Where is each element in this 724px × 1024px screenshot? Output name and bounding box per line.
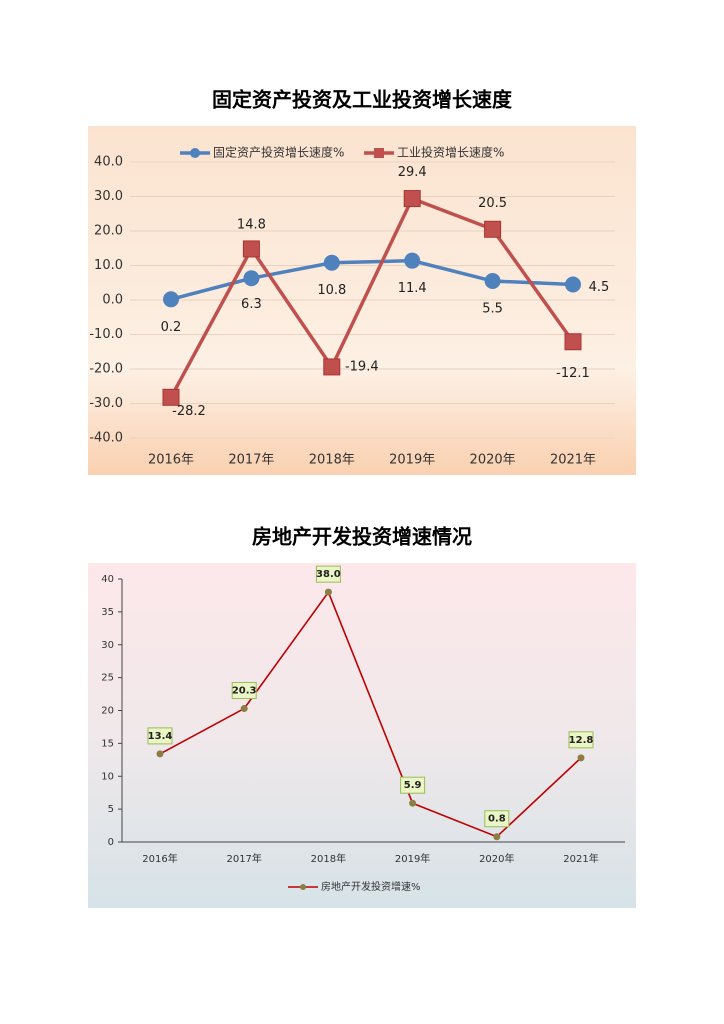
- y-tick-label: 20: [101, 706, 114, 717]
- x-tick-label: 2021年: [550, 453, 596, 468]
- marker: [242, 240, 260, 258]
- data-label-box: [568, 731, 594, 749]
- y-tick-label: -10.0: [89, 327, 123, 342]
- data-label: 4.5: [589, 280, 610, 295]
- y-tick-label: -40.0: [89, 431, 123, 446]
- data-label: 10.8: [317, 283, 346, 298]
- data-label-box: [484, 810, 510, 828]
- data-label: 6.3: [241, 297, 262, 312]
- series-line: [169, 196, 575, 399]
- x-tick-label: 2021年: [563, 852, 598, 865]
- data-label: -19.4: [345, 359, 379, 374]
- legend-marker: [190, 148, 200, 158]
- marker: [403, 190, 421, 208]
- y-tick-label: 30.0: [94, 189, 123, 204]
- legend-label: 房地产开发投资增速%: [321, 880, 421, 893]
- x-tick-label: 2018年: [311, 852, 346, 865]
- marker: [162, 388, 180, 406]
- x-tick-label: 2017年: [226, 852, 261, 865]
- x-tick-label: 2019年: [395, 852, 430, 865]
- marker: [163, 291, 179, 308]
- series-line: [170, 258, 574, 302]
- x-tick-label: 2016年: [148, 453, 194, 468]
- y-tick-label: 40: [101, 574, 114, 585]
- data-label: 11.4: [398, 281, 427, 296]
- legend-label: 工业投资增长速度%: [397, 145, 504, 160]
- data-label: 20.3: [232, 686, 257, 697]
- marker: [409, 799, 417, 807]
- marker: [243, 270, 260, 287]
- data-label: 29.4: [398, 165, 427, 180]
- x-tick-label: 2020年: [470, 453, 516, 468]
- marker: [323, 254, 340, 271]
- y-tick-label: -30.0: [89, 396, 123, 411]
- data-label-box: [400, 776, 426, 794]
- marker: [484, 273, 501, 290]
- marker: [240, 705, 248, 713]
- data-label: 38.0: [316, 569, 341, 580]
- legend-marker: [374, 148, 384, 158]
- data-label-box: [147, 727, 173, 745]
- marker: [404, 252, 421, 269]
- data-label: 14.8: [237, 217, 266, 232]
- x-tick-label: 2020年: [479, 852, 514, 865]
- marker: [324, 588, 332, 596]
- y-tick-label: 10: [101, 771, 114, 782]
- marker: [323, 358, 341, 376]
- y-tick-label: 0.0: [102, 293, 123, 308]
- y-tick-label: 20.0: [94, 224, 123, 239]
- marker: [484, 220, 502, 238]
- marker: [564, 333, 582, 351]
- marker: [577, 754, 585, 762]
- x-tick-label: 2018年: [309, 453, 355, 468]
- y-tick-label: 15: [101, 738, 114, 749]
- y-tick-label: 0: [108, 837, 114, 848]
- series-line: [159, 590, 582, 838]
- marker: [156, 750, 164, 758]
- data-label: 5.9: [404, 780, 422, 791]
- marker: [493, 833, 501, 841]
- data-label: 20.5: [478, 196, 507, 211]
- data-label-box: [231, 682, 257, 700]
- y-tick-label: 30: [101, 640, 114, 651]
- data-label: -28.2: [172, 404, 206, 419]
- data-label: 0.8: [488, 814, 506, 825]
- data-label: -12.1: [556, 366, 590, 381]
- data-label: 12.8: [569, 735, 594, 746]
- marker: [565, 276, 581, 293]
- y-tick-label: 35: [101, 607, 114, 618]
- y-tick-label: 5: [108, 804, 114, 815]
- x-tick-label: 2017年: [228, 453, 274, 468]
- chart-title: 房地产开发投资增速情况: [252, 525, 472, 549]
- chart-title: 固定资产投资及工业投资增长速度: [212, 88, 513, 112]
- data-label: 13.4: [148, 731, 173, 742]
- legend-label: 固定资产投资增长速度%: [213, 145, 344, 160]
- chart-background: [88, 563, 636, 908]
- x-tick-label: 2016年: [142, 852, 177, 865]
- y-tick-label: 25: [101, 673, 114, 684]
- data-label: 5.5: [482, 302, 503, 317]
- data-label: 0.2: [161, 320, 182, 335]
- legend-marker: [300, 884, 306, 890]
- y-tick-label: 10.0: [94, 258, 123, 273]
- data-label-box: [315, 565, 341, 583]
- y-tick-label: -20.0: [89, 362, 123, 377]
- y-tick-label: 40.0: [94, 155, 123, 170]
- x-tick-label: 2019年: [389, 453, 435, 468]
